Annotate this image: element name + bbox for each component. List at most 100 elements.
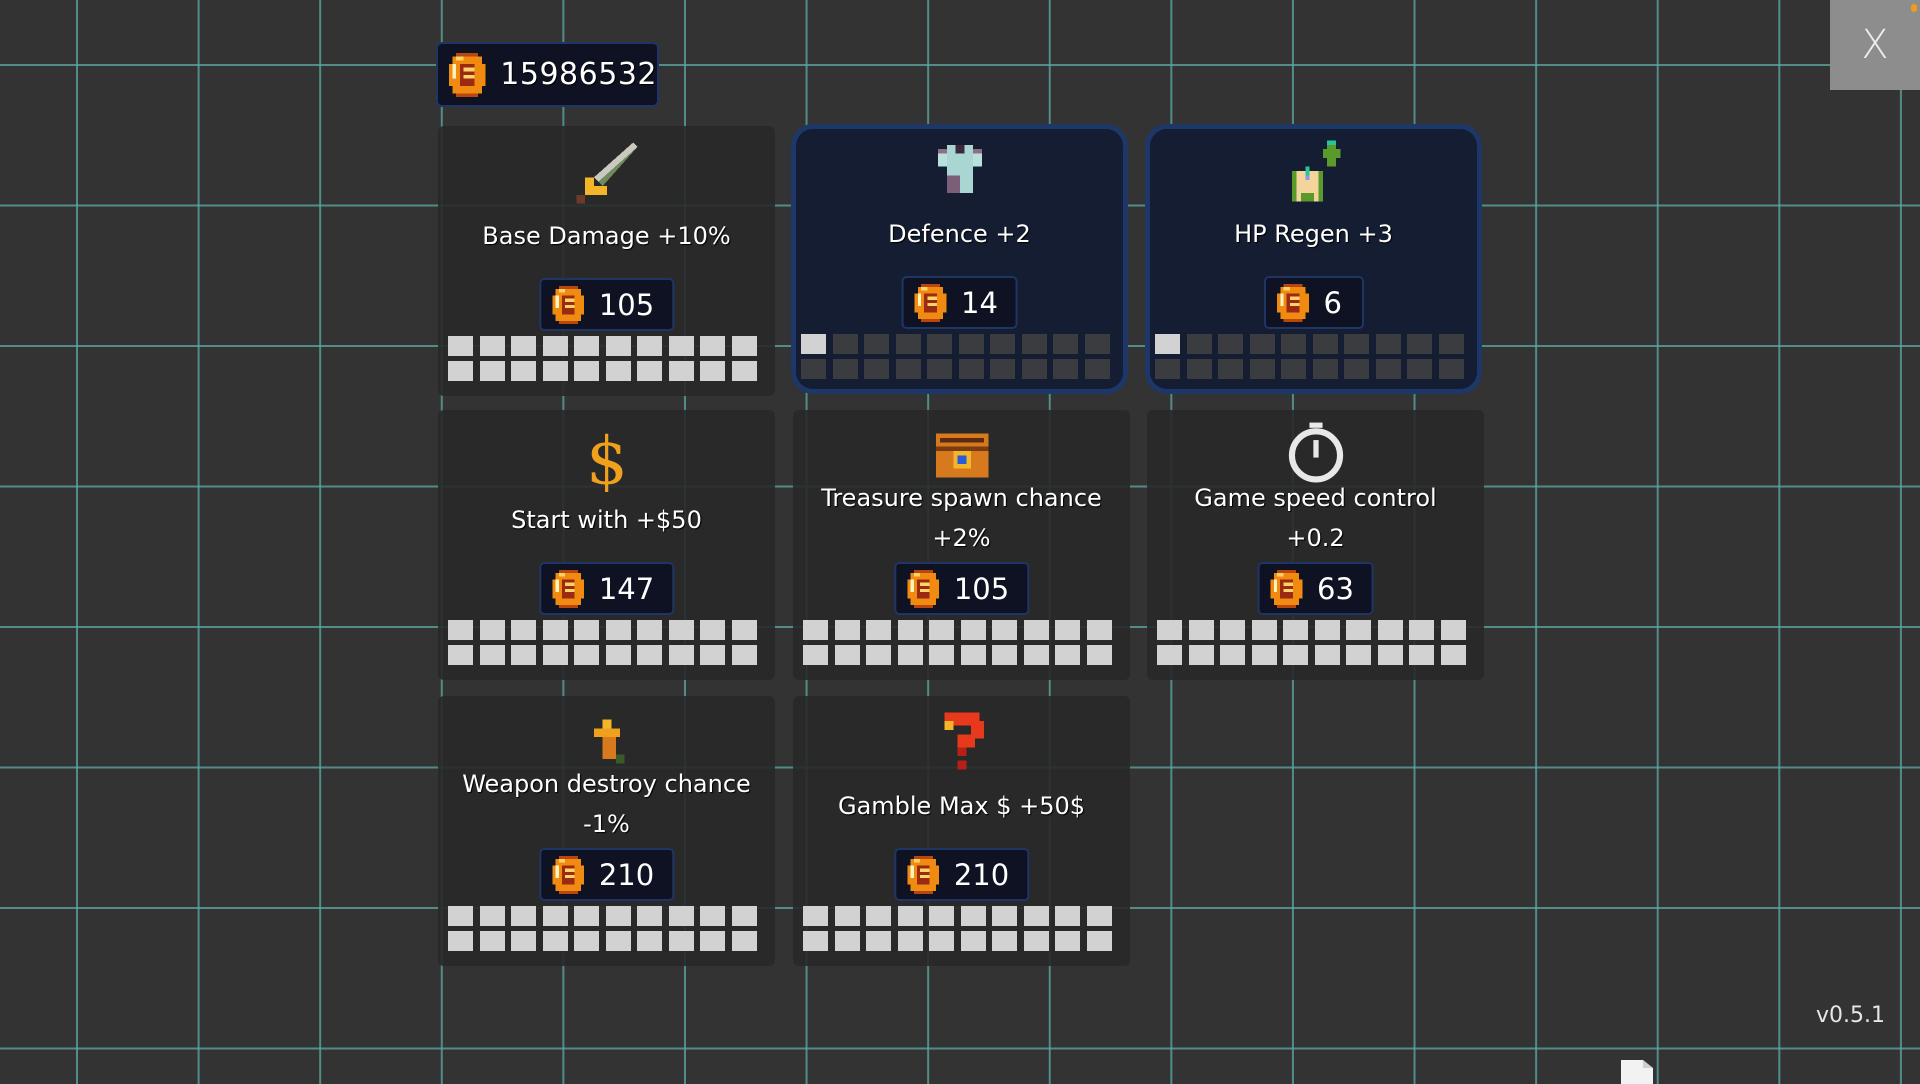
upgrade-card-treasure-spawn[interactable]: Treasure spawn chance +2% 105 (793, 410, 1130, 680)
upgrade-title: Start with +$50 (511, 506, 702, 534)
coin-icon (448, 52, 486, 97)
level-pip-filled (897, 931, 923, 951)
level-pip-filled (511, 645, 536, 665)
upgrade-price-button[interactable]: 63 (1257, 562, 1374, 615)
level-pip-filled (700, 906, 725, 926)
level-pip-filled (1409, 620, 1434, 640)
upgrade-price-button[interactable]: 210 (893, 848, 1030, 901)
upgrade-price-button[interactable]: 147 (538, 562, 675, 615)
upgrade-price-button[interactable]: 14 (901, 276, 1018, 329)
level-pip-empty (958, 359, 984, 379)
level-pip-filled (542, 620, 568, 640)
level-pip-filled (605, 906, 631, 926)
level-pip-empty (1053, 359, 1078, 379)
coin-icon (906, 855, 940, 894)
level-pip-filled (1377, 645, 1403, 665)
level-pip-filled (960, 906, 986, 926)
level-pip-filled (448, 620, 473, 640)
level-pip-filled (834, 620, 860, 640)
level-pip-filled (448, 645, 473, 665)
hp-regen-icon (1279, 136, 1349, 206)
arrow-up-icon (572, 702, 642, 772)
level-pip-filled (668, 906, 694, 926)
upgrade-card-base-damage[interactable]: Base Damage +10% 105 (438, 126, 775, 396)
level-pip-filled (574, 931, 599, 951)
level-pip-filled (479, 906, 505, 926)
coin-icon (1269, 569, 1303, 608)
level-pip-filled (637, 931, 662, 951)
coin-icon (1276, 283, 1310, 322)
level-pip-filled (511, 620, 536, 640)
level-pip-filled (1055, 620, 1080, 640)
level-pip-empty (1375, 359, 1401, 379)
level-pip-filled (479, 361, 505, 381)
upgrade-title: HP Regen +3 (1234, 220, 1393, 248)
level-pip-filled (1086, 906, 1112, 926)
level-pip-empty (1281, 334, 1306, 354)
coin-balance: 15986532 (436, 42, 659, 107)
level-pip-empty (895, 359, 921, 379)
level-pip-filled (803, 906, 828, 926)
close-button[interactable]: X (1830, 0, 1920, 90)
level-pip-filled (1188, 620, 1214, 640)
upgrade-price-button[interactable]: 105 (893, 562, 1030, 615)
level-pip-filled (1188, 645, 1214, 665)
level-pip-filled (992, 645, 1017, 665)
upgrade-card-weapon-destroy[interactable]: Weapon destroy chance -1% 210 (438, 696, 775, 966)
level-pip-empty (801, 359, 826, 379)
level-pip-filled (866, 931, 891, 951)
level-pip-filled (1086, 931, 1112, 951)
level-pip-empty (1438, 359, 1464, 379)
level-pip-empty (1407, 359, 1432, 379)
upgrade-price: 105 (953, 571, 1010, 606)
svg-text:$: $ (586, 423, 628, 492)
upgrade-card-gamble-max[interactable]: Gamble Max $ +50$ 210 (793, 696, 1130, 966)
upgrade-price-button[interactable]: 6 (1263, 276, 1364, 329)
level-pip-filled (1346, 620, 1371, 640)
level-pip-empty (1281, 359, 1306, 379)
level-pip-filled (637, 906, 662, 926)
upgrade-card-defence[interactable]: Defence +2 14 (791, 124, 1128, 394)
level-pip-filled (637, 645, 662, 665)
level-progress (448, 336, 757, 381)
level-pip-filled (1023, 620, 1049, 640)
level-pip-filled (834, 906, 860, 926)
level-pip-filled (960, 620, 986, 640)
upgrade-price-button[interactable]: 105 (538, 278, 675, 331)
level-pip-filled (700, 336, 725, 356)
upgrade-card-hp-regen[interactable]: HP Regen +3 6 (1145, 124, 1482, 394)
level-pip-empty (832, 334, 858, 354)
level-pip-filled (700, 931, 725, 951)
level-pip-filled (511, 361, 536, 381)
upgrade-title: Weapon destroy chance -1% (462, 770, 751, 838)
upgrade-title: Base Damage +10% (482, 222, 731, 250)
level-pip-filled (992, 931, 1017, 951)
level-pip-filled (637, 620, 662, 640)
level-pip-empty (1155, 359, 1180, 379)
level-pip-filled (866, 620, 891, 640)
upgrade-price: 6 (1323, 285, 1342, 320)
level-pip-filled (1086, 645, 1112, 665)
level-pip-filled (1314, 620, 1340, 640)
level-pip-filled (668, 931, 694, 951)
level-progress (448, 906, 757, 951)
level-pip-filled (542, 906, 568, 926)
upgrade-card-start-money[interactable]: $ Start with +$50 147 (438, 410, 775, 680)
upgrade-price: 14 (961, 285, 998, 320)
level-pip-filled (605, 620, 631, 640)
level-pip-filled (700, 620, 725, 640)
level-pip-filled (1220, 645, 1245, 665)
level-pip-filled (929, 931, 954, 951)
level-pip-filled (605, 361, 631, 381)
upgrade-price: 105 (598, 287, 655, 322)
upgrade-price-button[interactable]: 210 (538, 848, 675, 901)
document-icon[interactable] (1617, 1054, 1657, 1084)
level-pip-filled (866, 906, 891, 926)
treasure-chest-icon (927, 416, 997, 486)
level-pip-filled (448, 361, 473, 381)
upgrade-card-game-speed[interactable]: Game speed control +0.2 63 (1147, 410, 1484, 680)
level-pip-filled (511, 906, 536, 926)
level-pip-filled (479, 620, 505, 640)
level-pip-filled (960, 645, 986, 665)
level-pip-filled (637, 336, 662, 356)
